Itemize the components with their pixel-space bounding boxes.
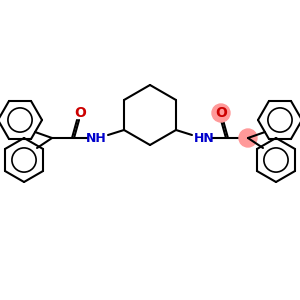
- Circle shape: [239, 129, 257, 147]
- Text: HN: HN: [194, 131, 214, 145]
- Text: O: O: [74, 106, 86, 120]
- Text: NH: NH: [85, 131, 106, 145]
- Text: O: O: [215, 106, 227, 120]
- Circle shape: [212, 104, 230, 122]
